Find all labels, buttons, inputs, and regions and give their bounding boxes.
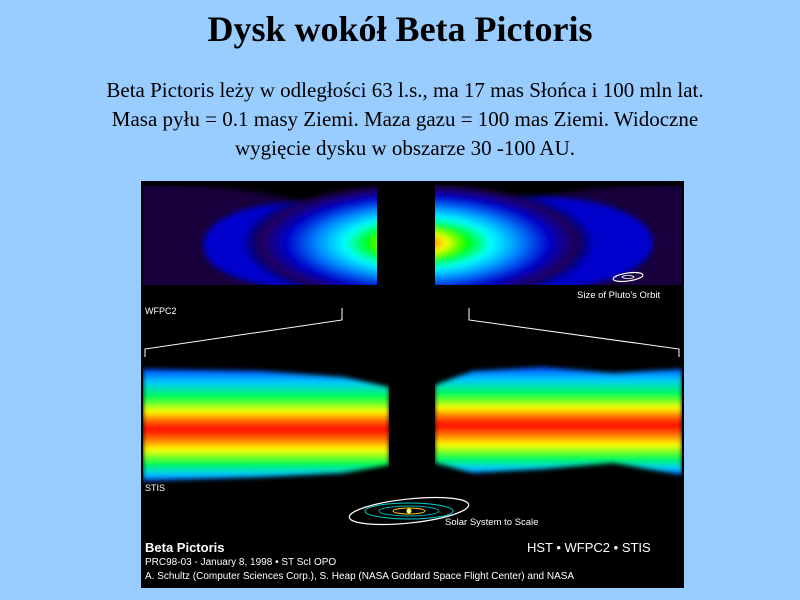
stis-label: STIS	[145, 483, 166, 493]
body-line-3: wygięcie dysku w obszarze 30 -100 AU.	[235, 136, 575, 160]
wfpc2-label: WFPC2	[145, 306, 177, 316]
body-line-2: Masa pyłu = 0.1 masy Ziemi. Maza gazu = …	[111, 107, 699, 131]
body-line-1: Beta Pictoris leży w odległości 63 l.s.,…	[106, 78, 704, 102]
credit-label: A. Schultz (Computer Sciences Corp.), S.…	[145, 571, 575, 582]
mission-label: HST • WFPC2 • STIS	[527, 540, 651, 555]
slide-body: Beta Pictoris leży w odległości 63 l.s.,…	[20, 76, 790, 163]
zoom-connector-lines	[144, 271, 680, 526]
release-label: PRC98-03 - January 8, 1998 • ST ScI OPO	[145, 557, 337, 568]
solar-system-icon	[348, 496, 470, 526]
object-name: Beta Pictoris	[145, 540, 225, 555]
pluto-orbit-label: Size of Pluto's Orbit	[577, 290, 661, 301]
wfpc2-disk-image	[143, 185, 682, 285]
slide-title: Dysk wokół Beta Pictoris	[207, 9, 593, 49]
hubble-figure: WFPC2 STIS Size of Pluto's Orbit Solar S…	[141, 181, 684, 588]
pluto-orbit-icon	[612, 271, 644, 283]
solar-system-label: Solar System to Scale	[445, 517, 539, 528]
stis-disk-image	[143, 363, 682, 487]
